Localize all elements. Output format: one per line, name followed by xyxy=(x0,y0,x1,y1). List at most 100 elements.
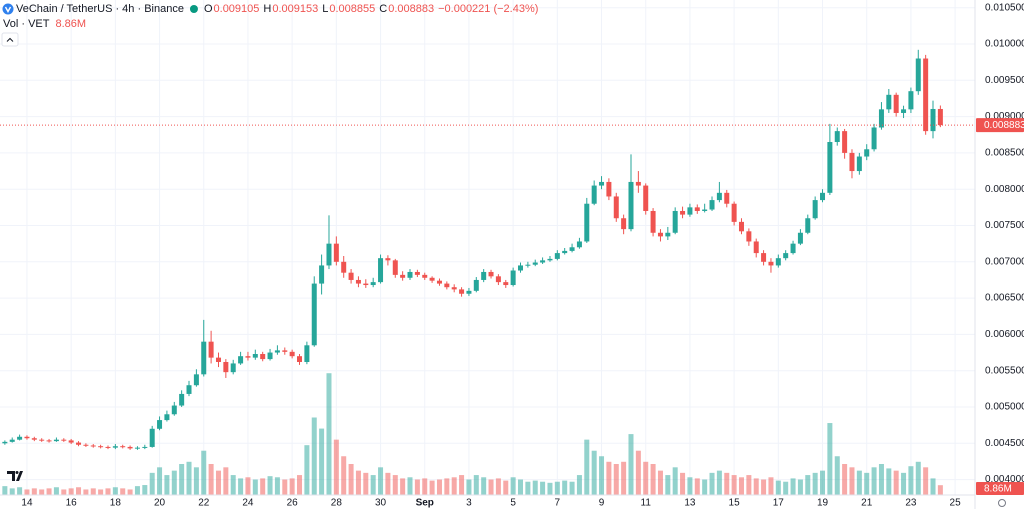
volume-bar xyxy=(451,477,457,495)
volume-bar xyxy=(186,461,192,495)
y-tick-label: 0.007000 xyxy=(985,256,1024,267)
volume-bar xyxy=(2,486,8,495)
y-tick-label: 0.004000 xyxy=(985,474,1024,485)
volume-bar xyxy=(105,488,111,495)
volume-bar xyxy=(179,464,185,495)
volume-bar xyxy=(680,472,686,495)
volume-bar xyxy=(466,479,472,495)
candle-body xyxy=(9,439,15,442)
y-tick-label: 0.007500 xyxy=(985,220,1024,231)
y-tick-label: 0.009000 xyxy=(985,111,1024,122)
candle-body xyxy=(149,428,155,447)
candle-body xyxy=(76,442,82,445)
candle-body xyxy=(274,350,280,353)
volume-bar xyxy=(46,488,52,495)
collapse-button[interactable] xyxy=(1,32,19,47)
candle-body xyxy=(481,271,487,280)
x-tick-label: 14 xyxy=(21,498,33,509)
candle-body xyxy=(532,262,538,265)
candle-body xyxy=(282,350,288,352)
volume-bar xyxy=(540,481,546,495)
volume-bar xyxy=(820,470,826,495)
ohlc-value: 0.009105 xyxy=(214,3,260,15)
last-price-tag xyxy=(976,118,1024,133)
candle-body xyxy=(812,200,818,219)
volume-bar xyxy=(923,467,929,495)
volume-bar xyxy=(584,439,590,495)
candle-body xyxy=(289,351,295,357)
candle-body xyxy=(805,218,811,233)
volume-bar xyxy=(193,467,199,495)
candle-body xyxy=(17,436,23,440)
candle-body xyxy=(702,209,708,211)
candle-body xyxy=(208,341,214,358)
candle-body xyxy=(731,203,737,222)
volume-bar xyxy=(164,475,170,495)
volume-bar xyxy=(731,475,737,495)
candle-body xyxy=(834,131,840,143)
volume-bar xyxy=(554,481,560,495)
candle-body xyxy=(2,441,8,444)
candle-body xyxy=(370,282,376,286)
x-tick-label: 21 xyxy=(861,498,873,509)
volume-bar xyxy=(142,485,148,495)
volume-bar xyxy=(687,477,693,495)
y-tick-label: 0.004500 xyxy=(985,438,1024,449)
candle-body xyxy=(680,210,686,215)
volume-bar xyxy=(908,466,914,495)
candle-body xyxy=(753,241,759,254)
candle-body xyxy=(134,447,140,449)
volume-bar xyxy=(260,478,266,495)
volume-bar xyxy=(9,488,15,495)
candle-body xyxy=(473,279,479,291)
volume-bar xyxy=(761,479,767,495)
candle-body xyxy=(672,210,678,233)
candle-body xyxy=(319,265,325,284)
x-tick-label: 26 xyxy=(287,498,299,509)
candle-body xyxy=(53,439,59,442)
coin-logo-mark xyxy=(4,6,12,13)
y-tick-label: 0.006000 xyxy=(985,329,1024,340)
volume-bar xyxy=(503,480,509,495)
volume-bar xyxy=(842,464,848,495)
volume-bar xyxy=(562,480,568,495)
candle-body xyxy=(775,258,781,266)
volume-bar xyxy=(378,467,384,495)
x-tick-label: 18 xyxy=(110,498,122,509)
last-price-label: 0.008883 xyxy=(984,120,1024,131)
volume-bar xyxy=(252,479,258,495)
candle-body xyxy=(606,181,612,197)
volume-bar xyxy=(171,470,177,495)
x-tick-label: 5 xyxy=(510,498,516,509)
candle-body xyxy=(179,393,185,406)
volume-bar xyxy=(702,479,708,495)
volume-bar xyxy=(650,464,656,495)
volume-bar xyxy=(517,479,523,495)
candle-body xyxy=(392,260,398,275)
coin-logo xyxy=(2,3,14,15)
volume-bar xyxy=(341,456,347,495)
volume-bar xyxy=(930,478,936,495)
ohlc-value: 0.008883 xyxy=(388,3,434,15)
candle-body xyxy=(915,58,921,92)
volume-bar xyxy=(297,475,303,495)
volume-bar xyxy=(893,470,899,495)
candle-body xyxy=(599,181,605,186)
candle-body xyxy=(738,221,744,232)
candle-body xyxy=(790,243,796,254)
candle-body xyxy=(886,94,892,110)
candle-body xyxy=(908,91,914,110)
volume-bar xyxy=(444,478,450,495)
candle-body xyxy=(503,282,509,286)
volume-bar xyxy=(311,417,317,495)
candle-body xyxy=(436,280,442,284)
volume-bar xyxy=(348,464,354,495)
volume-bar xyxy=(915,461,921,495)
candle-body xyxy=(635,181,641,186)
volume-bar xyxy=(429,480,435,495)
candle-body xyxy=(842,131,848,153)
x-tick-label: 11 xyxy=(641,498,652,509)
settings-icon[interactable] xyxy=(998,499,1006,507)
volume-bar xyxy=(363,472,369,495)
volume-bar xyxy=(326,373,332,495)
